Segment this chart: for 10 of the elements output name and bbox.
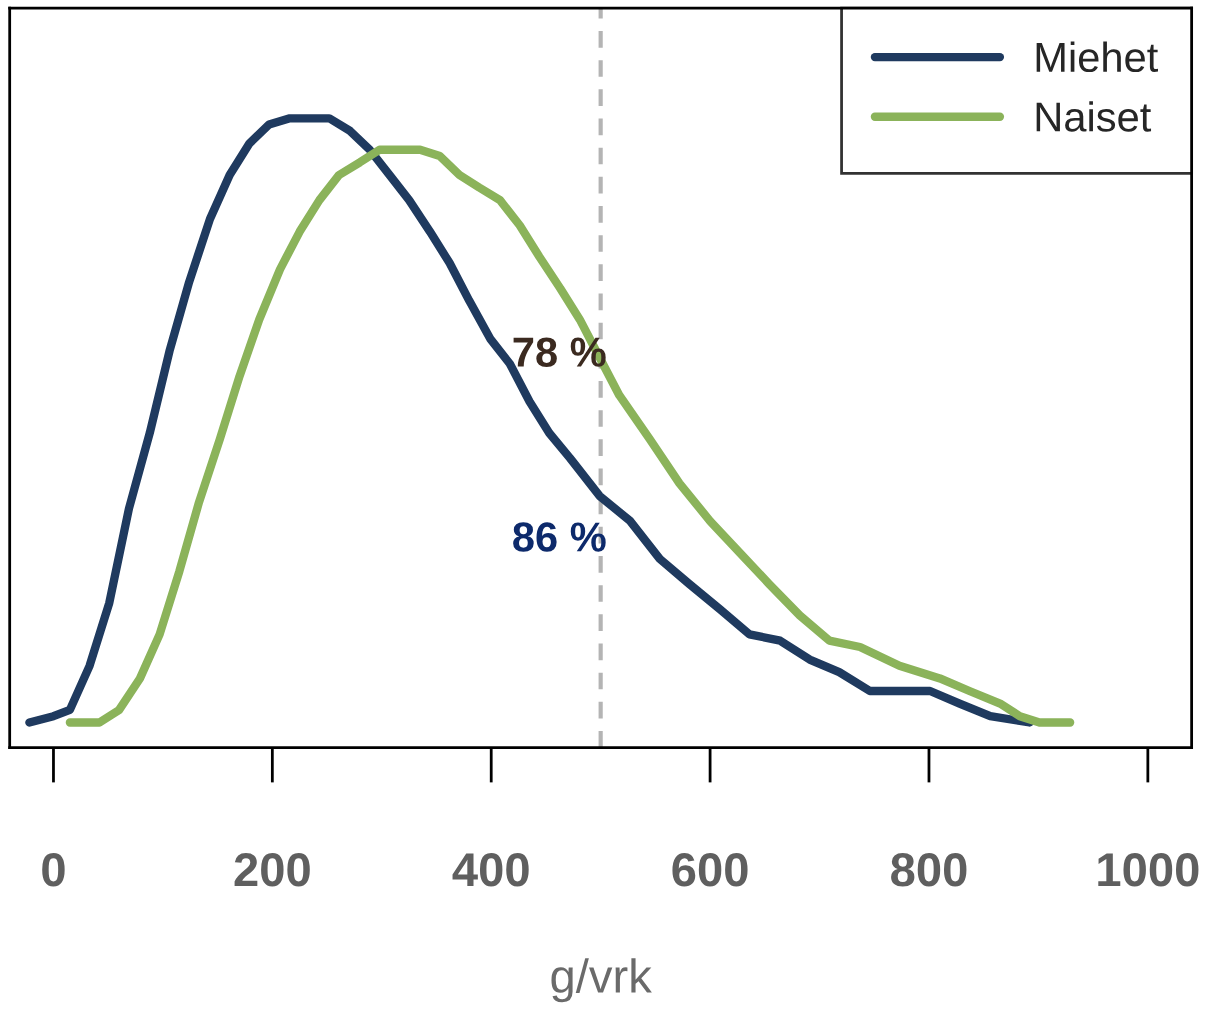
x-tick-label: 1000	[1098, 853, 1199, 887]
x-tick-label: 400	[452, 853, 529, 887]
x-tick-label: 600	[672, 853, 748, 887]
x-tick-label: 800	[891, 853, 967, 887]
legend-label: Miehet	[1036, 41, 1158, 73]
x-tick-label: 200	[234, 853, 310, 887]
legend-label: Naiset	[1036, 101, 1152, 132]
annotation: 86 %	[513, 522, 606, 552]
x-tick-label: 0	[42, 853, 65, 887]
x-axis-title: g/vrk	[551, 958, 652, 1003]
